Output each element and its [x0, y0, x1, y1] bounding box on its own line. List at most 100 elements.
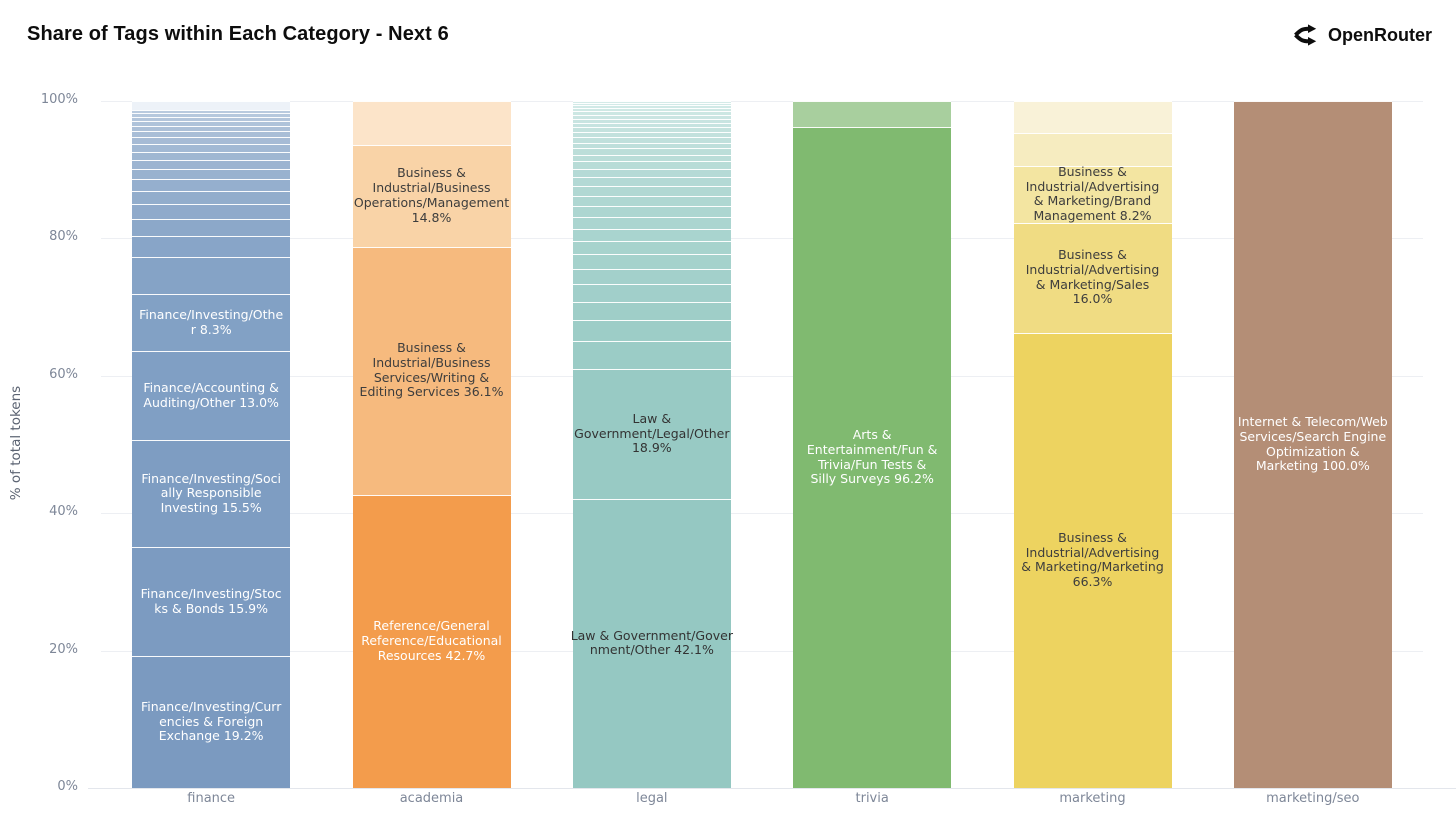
bar-segment[interactable]: [132, 109, 291, 114]
segment-label: Finance/Investing/Soci ally Responsible In…: [141, 470, 281, 515]
gridline: [101, 375, 1423, 377]
bar-segment[interactable]: [572, 177, 731, 187]
bar-segment[interactable]: [572, 127, 731, 132]
gridline: [101, 101, 1423, 102]
bar-segment[interactable]: [572, 103, 731, 106]
bar-segment[interactable]: [572, 101, 731, 104]
bar-segment[interactable]: [132, 113, 291, 117]
segment-label: Business & Industrial/Advertising & Market…: [1025, 164, 1160, 224]
gridline: [101, 650, 1423, 652]
bar-segment[interactable]: Finance/Accounting & Auditing/Other 13.0%: [132, 351, 291, 441]
gridline: [88, 788, 1456, 789]
bar-segment[interactable]: Finance/Investing/Soci ally Responsible In…: [132, 440, 291, 547]
y-tick-label: 60%: [49, 366, 78, 382]
bar-segment[interactable]: [132, 236, 291, 257]
bar-segment[interactable]: Business & Industrial/Business Services/Wr…: [352, 246, 511, 495]
bar-segment[interactable]: [132, 151, 291, 161]
bar-segment[interactable]: [1013, 132, 1172, 167]
bar-segment[interactable]: Arts & Entertainment/Fun & Trivia/Fun Test…: [793, 127, 952, 788]
bar-marketing: Business & Industrial/Advertising & Market…: [1013, 101, 1172, 788]
bar-segment[interactable]: [132, 191, 291, 205]
segment-label: Law & Government/Gover nment/Other 42.1%: [570, 627, 733, 658]
bar-segment[interactable]: Business & Industrial/Advertising & Market…: [1013, 332, 1172, 788]
segment-label: Finance/Investing/Stoc ks & Bonds 15.9%: [140, 585, 282, 616]
bar-segment[interactable]: Finance/Investing/Othe r 8.3%: [132, 294, 291, 352]
bar-segment[interactable]: [132, 125, 291, 132]
bar-segment[interactable]: [572, 142, 731, 149]
segment-label: Business & Industrial/Advertising & Market…: [1025, 247, 1160, 307]
x-axis-label: academia: [399, 791, 464, 806]
bar-segment[interactable]: [572, 186, 731, 196]
bar-segment[interactable]: Law & Government/Gover nment/Other 42.1%: [571, 498, 733, 788]
bar-segment[interactable]: [1013, 101, 1172, 133]
bar-segment[interactable]: [572, 228, 731, 242]
y-tick-label: 20%: [49, 641, 78, 657]
bar-segment[interactable]: [572, 206, 731, 218]
bar-segment[interactable]: [132, 169, 291, 180]
bar-segment[interactable]: [572, 340, 731, 369]
bar-segment[interactable]: [572, 169, 731, 178]
x-axis-label: finance: [187, 791, 236, 806]
bar-segment[interactable]: [132, 120, 291, 126]
bar-segment[interactable]: [572, 195, 731, 207]
bar-segment[interactable]: [572, 137, 731, 143]
bar-finance: Finance/Investing/Curr encies & Foreign Ex…: [132, 101, 291, 788]
bar-segment[interactable]: [572, 161, 731, 170]
bar-segment[interactable]: [572, 105, 731, 109]
bar-segment[interactable]: [132, 160, 291, 170]
segment-label: Internet & Telecom/Web Services/Search En…: [1237, 414, 1388, 474]
segment-label: Finance/Investing/Othe r 8.3%: [139, 306, 284, 337]
bar-segment[interactable]: [793, 101, 952, 128]
bar-segment[interactable]: [572, 111, 731, 115]
bar-segment[interactable]: [572, 118, 731, 123]
bar-segment[interactable]: [352, 101, 511, 145]
bar-segment[interactable]: [572, 148, 731, 155]
x-axis-label: marketing: [1059, 791, 1126, 806]
bar-segment[interactable]: Business & Industrial/Advertising & Market…: [1013, 222, 1172, 333]
bar-segment[interactable]: [572, 268, 731, 285]
bar-segment[interactable]: Internet & Telecom/Web Services/Search En…: [1233, 101, 1392, 788]
bar-segment[interactable]: Business & Industrial/Business Operations/…: [352, 144, 511, 247]
bar-segment[interactable]: [572, 241, 731, 255]
bar-segment[interactable]: [572, 108, 731, 112]
y-tick-label: 100%: [40, 92, 78, 107]
bar-segment[interactable]: Finance/Investing/Curr encies & Foreign Ex…: [132, 656, 291, 788]
brand-name: OpenRouter: [1327, 24, 1432, 45]
bar-segment[interactable]: [132, 131, 291, 138]
bar-trivia: Arts & Entertainment/Fun & Trivia/Fun Test…: [793, 101, 952, 788]
bar-segment[interactable]: [132, 179, 291, 191]
bar-segment[interactable]: Finance/Investing/Stoc ks & Bonds 15.9%: [132, 546, 291, 657]
bar-segment[interactable]: [132, 144, 291, 152]
segment-label: Business & Industrial/Advertising & Market…: [1021, 529, 1164, 589]
y-tick-label: 80%: [49, 229, 78, 245]
bar-segment[interactable]: [132, 137, 291, 145]
bar-segment[interactable]: [572, 217, 731, 229]
plot-area: Finance/Investing/Curr encies & Foreign Ex…: [88, 101, 1456, 789]
y-axis-ticks: 0% 20% 40% 60% 80% 100%: [0, 92, 78, 794]
bar-segment[interactable]: [132, 101, 291, 110]
bar-segment[interactable]: [572, 114, 731, 119]
gridline: [101, 238, 1423, 240]
y-tick-label: 40%: [49, 504, 78, 520]
segment-label: Arts & Entertainment/Fun & Trivia/Fun Test…: [806, 427, 938, 487]
bar-segment[interactable]: [132, 116, 291, 121]
bar-segment[interactable]: [572, 301, 731, 321]
bar-segment[interactable]: [132, 204, 291, 220]
bar-segment[interactable]: [572, 320, 731, 341]
x-axis-label: marketing/seo: [1266, 791, 1360, 806]
gridline: [101, 513, 1423, 515]
bar-segment[interactable]: Law & Government/Legal/Other 18.9%: [572, 368, 731, 499]
bar-segment[interactable]: Reference/General Reference/Educational Re…: [352, 494, 511, 788]
bar-segment[interactable]: [572, 284, 731, 302]
bar-segment[interactable]: [572, 154, 731, 162]
x-axis-label: trivia: [855, 791, 889, 806]
bar-segment[interactable]: [132, 256, 291, 295]
bar-segment[interactable]: [572, 254, 731, 269]
bar-segment[interactable]: Business & Industrial/Advertising & Market…: [1013, 164, 1172, 223]
segment-label: Business & Industrial/Business Operations/…: [353, 165, 510, 225]
page-title: Share of Tags within Each Category - Nex…: [27, 23, 449, 45]
bar-segment[interactable]: [572, 131, 731, 138]
bar-segment[interactable]: [132, 219, 291, 237]
bar-academia: Reference/General Reference/Educational Re…: [352, 101, 511, 788]
bar-segment[interactable]: [572, 122, 731, 128]
